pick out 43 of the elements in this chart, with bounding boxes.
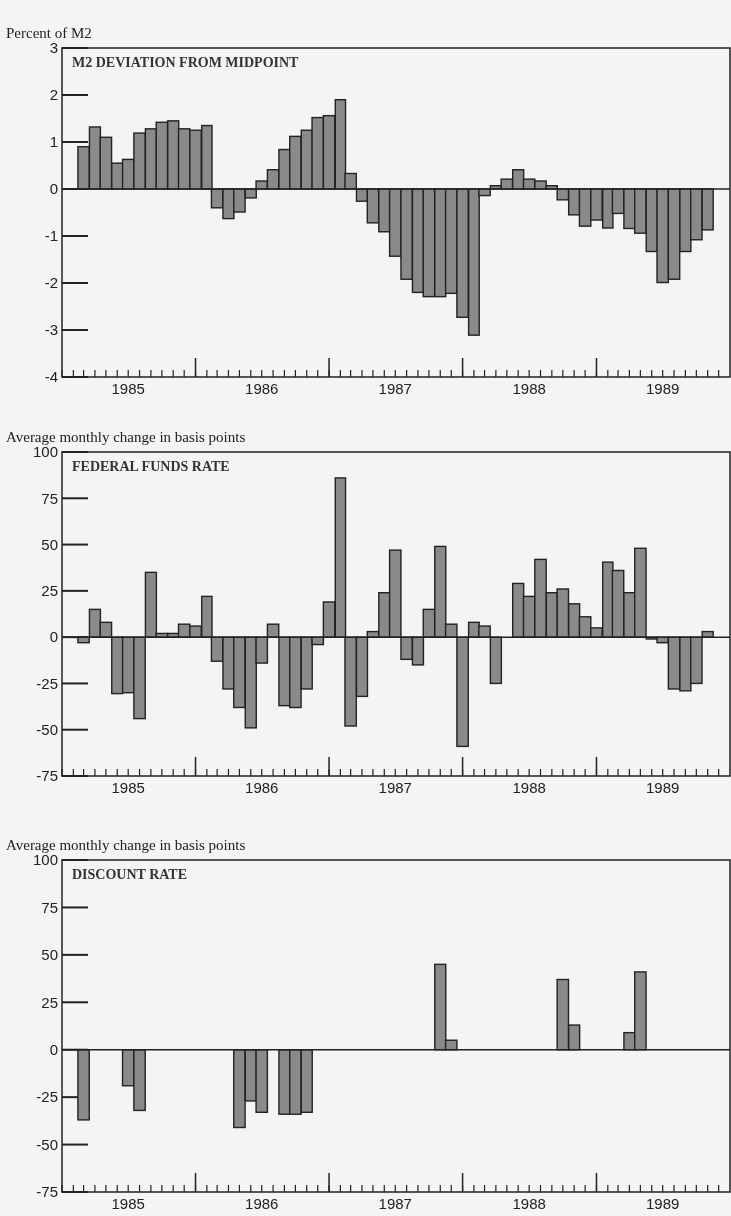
y-tick-label: -25 — [36, 1088, 58, 1106]
x-tick-label: 1987 — [378, 380, 412, 397]
text: FEDERAL FUNDS RATE — [72, 459, 230, 474]
x-tick-label: 1989 — [646, 779, 680, 796]
y-tick-label: 50 — [41, 946, 58, 964]
y-tick-label: 75 — [41, 898, 58, 916]
y-tick-label: 2 — [49, 86, 58, 104]
x-tick-label: 1988 — [512, 779, 546, 796]
y-tick-label: 25 — [41, 582, 58, 600]
y-tick-label: 3 — [49, 39, 58, 57]
x-tick-label: 1986 — [245, 380, 279, 397]
y-tick-label: 0 — [49, 1040, 58, 1058]
y-tick-label: 0 — [49, 180, 58, 198]
x-tick-label: 1987 — [378, 1195, 412, 1212]
y-tick-label: 1 — [49, 133, 58, 151]
y-tick-label: -4 — [44, 368, 58, 386]
x-tick-label: 1988 — [512, 380, 546, 397]
y-tick-label: 25 — [41, 993, 58, 1011]
y-tick-label: -2 — [44, 274, 58, 292]
x-tick-label: 1989 — [646, 1195, 680, 1212]
y-tick-label: -50 — [36, 1135, 58, 1153]
y-tick-label: -75 — [36, 767, 58, 785]
x-tick-label: 1985 — [111, 1195, 145, 1212]
text: DISCOUNT RATE — [72, 867, 188, 882]
y-tick-label: -50 — [36, 720, 58, 738]
x-tick-label: 1988 — [512, 1195, 546, 1212]
x-tick-label: 1987 — [378, 779, 412, 796]
x-tick-label: 1989 — [646, 380, 680, 397]
text: M2 DEVIATION FROM MIDPOINT — [72, 55, 300, 70]
x-tick-label: 1986 — [245, 779, 279, 796]
y-axis-title: Percent of M2 — [6, 25, 92, 41]
y-axis-title: Average monthly change in basis points — [6, 837, 246, 853]
y-tick-label: 50 — [41, 535, 58, 553]
x-tick-label: 1986 — [245, 1195, 279, 1212]
y-tick-label: -25 — [36, 674, 58, 692]
y-axis-title: Average monthly change in basis points — [6, 429, 246, 445]
y-tick-label: -3 — [44, 321, 58, 339]
y-tick-label: 0 — [49, 628, 58, 646]
y-tick-label: 75 — [41, 489, 58, 507]
y-tick-label: -1 — [44, 227, 58, 245]
y-tick-label: -75 — [36, 1183, 58, 1201]
x-tick-label: 1985 — [111, 779, 145, 796]
x-tick-label: 1985 — [111, 380, 145, 397]
